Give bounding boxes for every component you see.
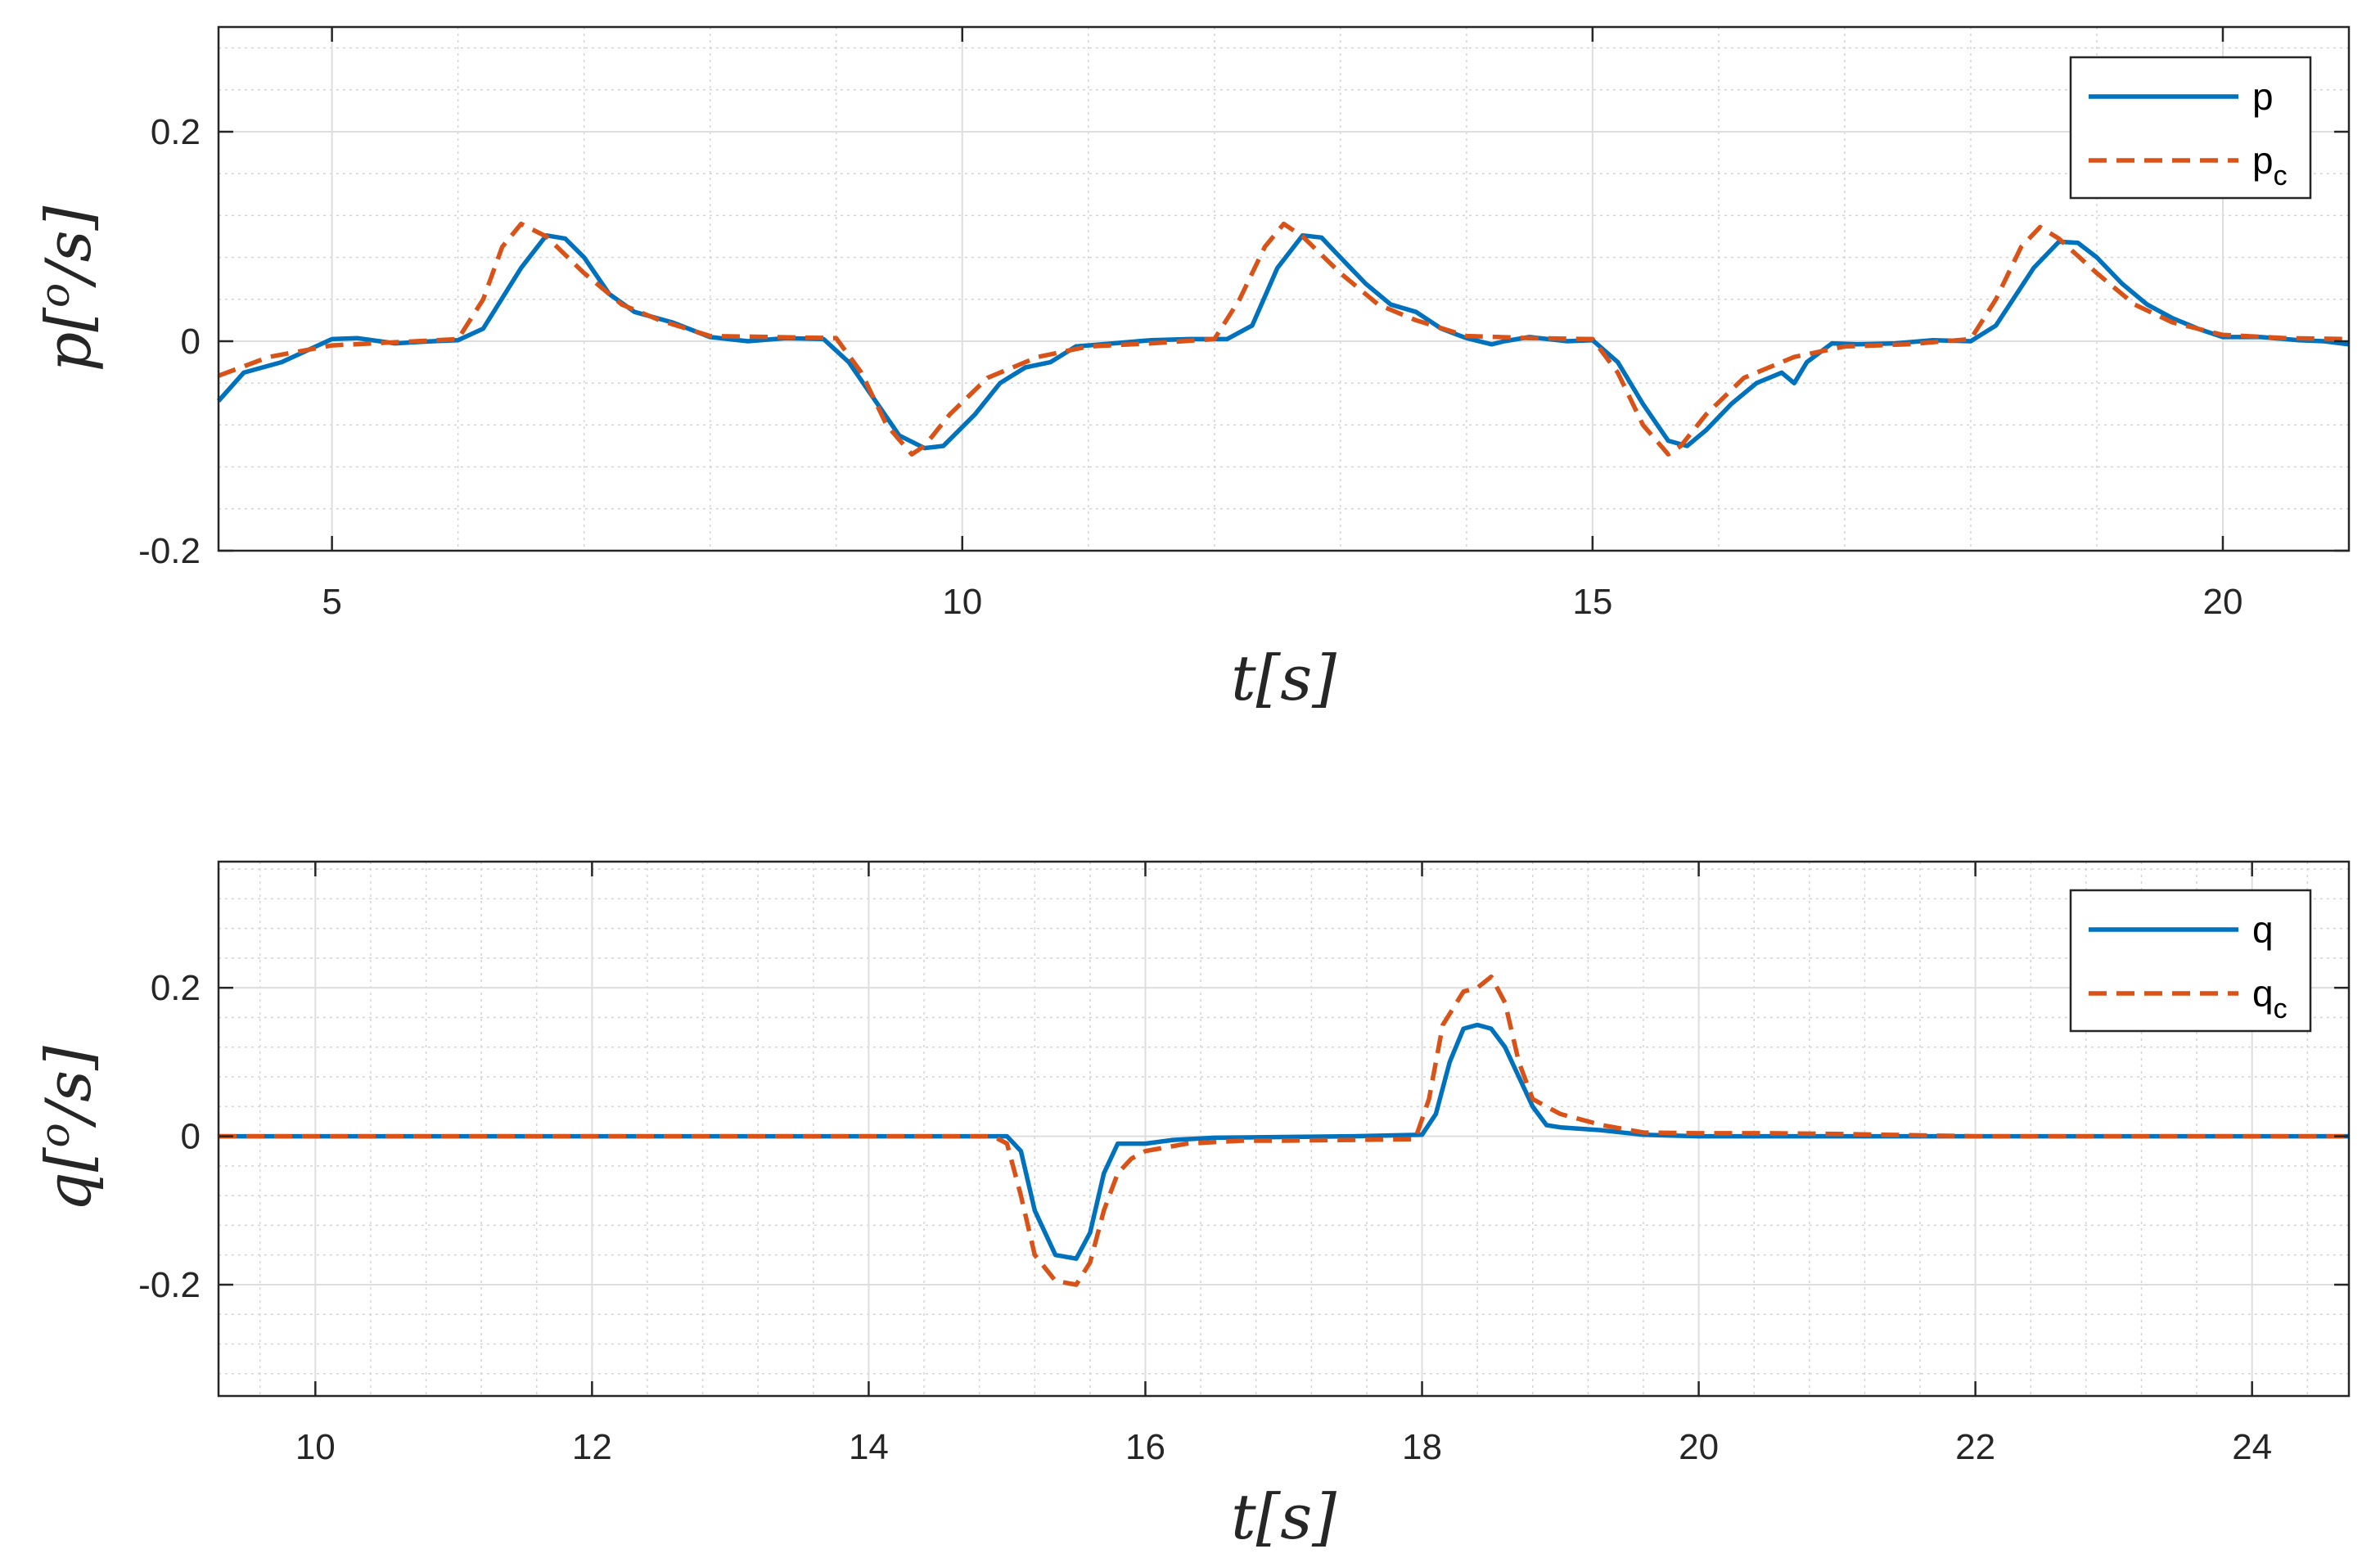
y-tick-label: -0.2 (138, 1265, 201, 1305)
x-tick-label: 5 (322, 582, 341, 622)
x-tick-label: 20 (1679, 1427, 1719, 1467)
legend-label-q: q (2252, 908, 2274, 951)
axes-box (217, 860, 2351, 1398)
x-axis-label: t[s] (1231, 642, 1336, 714)
y-tick-label: 0.2 (151, 968, 201, 1008)
x-tick-label: 10 (295, 1427, 336, 1467)
legend-label-pc: pc (2252, 139, 2288, 191)
y-axis-label: p[o/s] (31, 205, 105, 371)
x-tick-label: 10 (942, 582, 982, 622)
x-tick-label: 22 (1955, 1427, 1995, 1467)
x-tick-label: 24 (2232, 1427, 2272, 1467)
series-line-qc (219, 974, 2349, 1287)
x-axis-label: t[s] (1231, 1480, 1336, 1553)
x-tick-label: 18 (1402, 1427, 1442, 1467)
series-line-pc (218, 221, 2350, 457)
x-tick-label: 16 (1125, 1427, 1165, 1467)
legend-box (2069, 889, 2312, 1033)
legend-box (2069, 56, 2312, 200)
legend-label-qc: qc (2252, 972, 2288, 1024)
y-tick-label: 0.2 (151, 112, 201, 152)
plot-area (219, 862, 2349, 1396)
x-tick-label: 20 (2202, 582, 2243, 622)
series-line-q (219, 1022, 2349, 1261)
x-tick-label: 14 (849, 1427, 889, 1467)
p-rate-plot: 5 10 15 20 -0.2 0 0.2 t[s] p[o/s] p pc (31, 25, 2351, 714)
y-tick-label: 0 (181, 322, 201, 362)
legend: q qc (2069, 889, 2312, 1033)
x-tick-label: 12 (572, 1427, 612, 1467)
y-axis-label: q[o/s] (31, 1046, 105, 1212)
q-rate-plot: 10 12 14 16 18 20 22 24 -0.2 0 0.2 t[s] q[o/s] q qc (31, 860, 2351, 1553)
x-tick-label: 15 (1572, 582, 1612, 622)
axes-box (217, 25, 2351, 552)
legend: p pc (2069, 56, 2312, 200)
y-tick-label: -0.2 (138, 531, 201, 571)
plot-area (219, 27, 2349, 551)
legend-label-p: p (2252, 75, 2274, 118)
y-tick-label: 0 (181, 1117, 201, 1157)
minor-grid (219, 862, 2349, 1396)
